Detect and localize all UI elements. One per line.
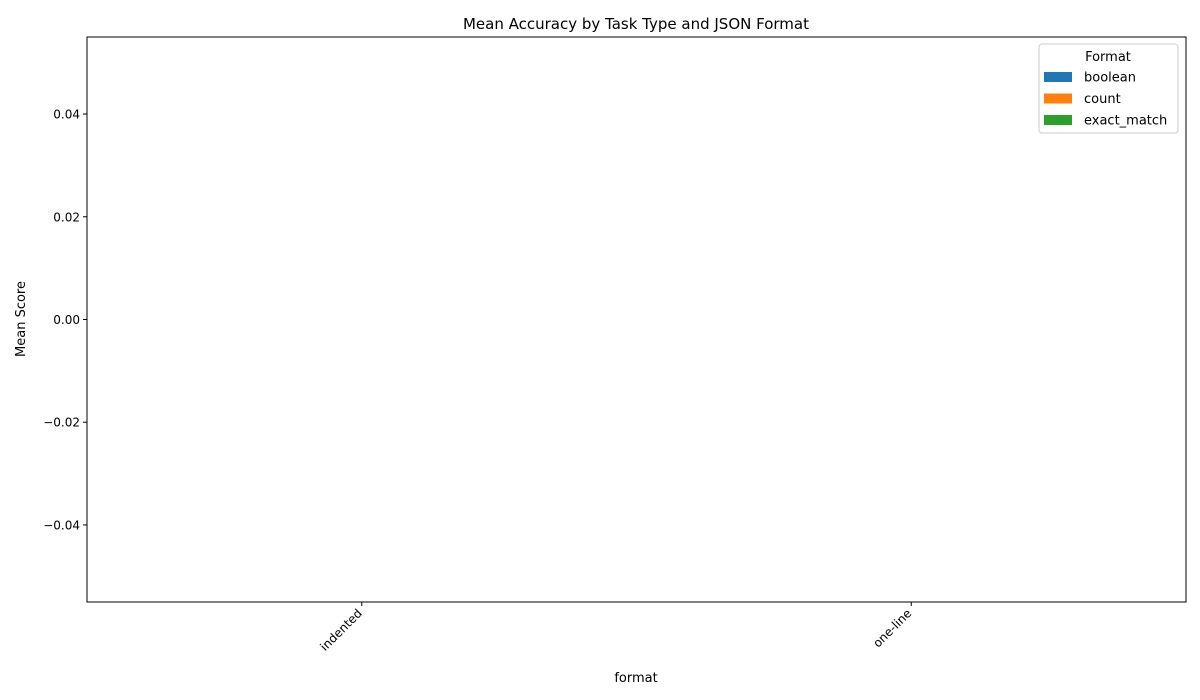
legend-swatch-boolean — [1044, 72, 1072, 82]
y-tick-label: 0.04 — [53, 108, 80, 122]
x-axis-label: format — [614, 671, 657, 686]
legend-swatch-count — [1044, 93, 1072, 104]
y-tick-label: −0.04 — [43, 518, 80, 532]
legend: Format boolean count exact_match — [1038, 43, 1179, 134]
x-tick-label: indented — [317, 606, 365, 654]
legend-label-boolean: boolean — [1084, 71, 1136, 86]
y-tick-label: −0.02 — [43, 416, 80, 430]
plot-area — [87, 37, 1186, 602]
y-tick-label: 0.00 — [53, 313, 80, 327]
legend-label-exact_match: exact_match — [1084, 114, 1167, 129]
x-tick-label: one-line — [870, 606, 914, 650]
legend-label-count: count — [1084, 92, 1121, 107]
plot-frame — [86, 36, 1187, 603]
x-axis: indented one-line — [317, 602, 914, 654]
chart-title: Mean Accuracy by Task Type and JSON Form… — [463, 15, 809, 33]
legend-swatch-exact_match — [1044, 115, 1072, 125]
legend-box — [1038, 43, 1179, 134]
y-axis: −0.04 −0.02 0.00 0.02 0.04 — [43, 108, 87, 532]
y-tick-label: 0.02 — [53, 210, 80, 224]
y-axis-label: Mean Score — [14, 281, 29, 357]
legend-title: Format — [1085, 50, 1131, 65]
